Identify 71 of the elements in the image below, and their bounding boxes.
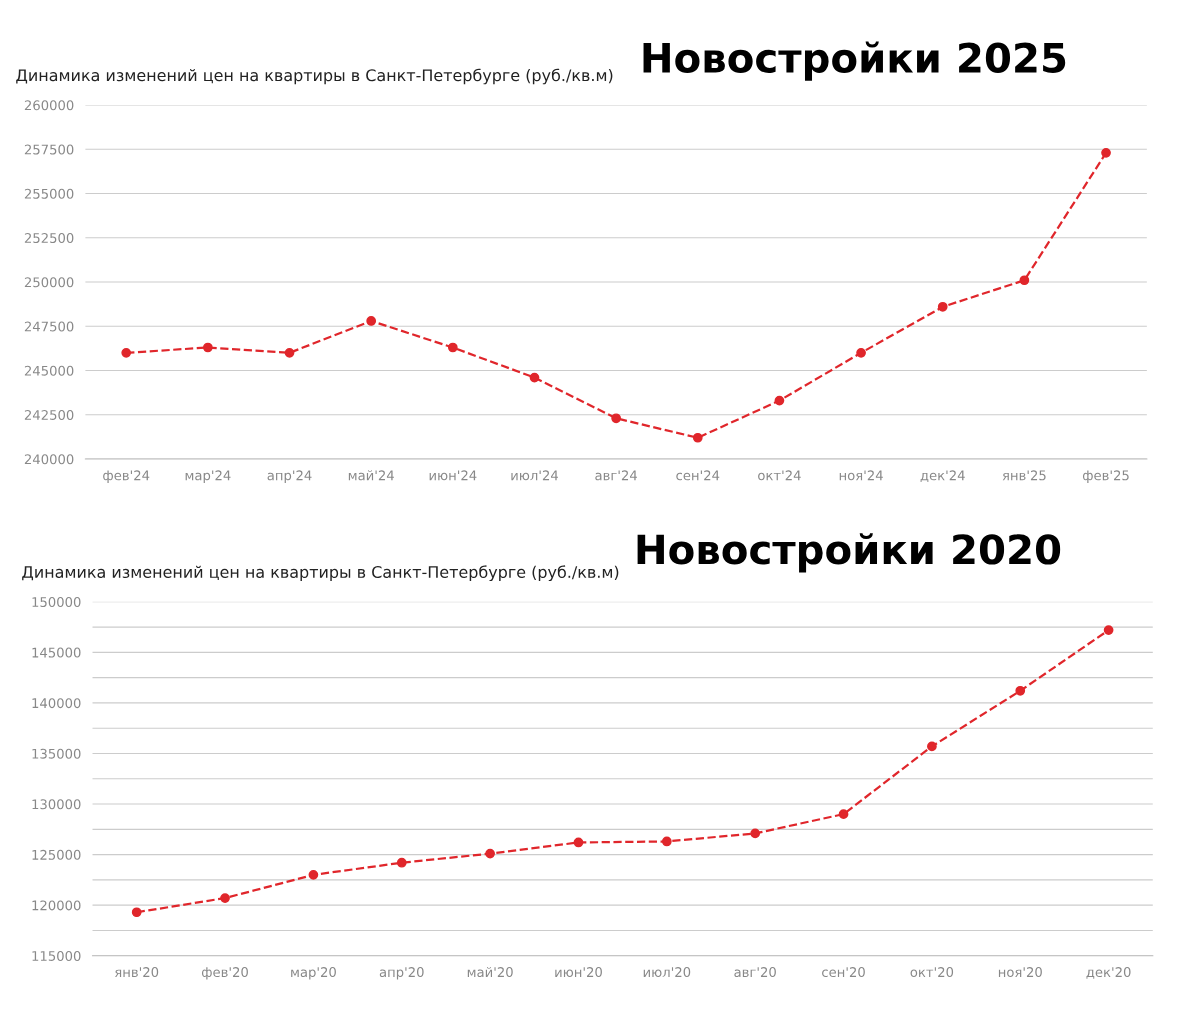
point <box>396 857 407 868</box>
chart-title: Новостройки 2025 <box>643 41 1066 81</box>
x-tick-label: ноя'20 <box>998 967 1042 978</box>
y-tick-label: 245000 <box>24 365 74 376</box>
y-tick-label: 240000 <box>24 454 74 465</box>
point <box>573 837 584 848</box>
x-tick-label: ноя'24 <box>839 470 883 481</box>
point <box>856 347 866 358</box>
y-tick-label: 120000 <box>32 900 81 911</box>
x-tick-label: мар'20 <box>291 967 336 980</box>
y-tick-label: 257500 <box>24 144 74 155</box>
point <box>611 413 621 424</box>
x-tick-label: окт'24 <box>758 470 801 481</box>
x-tick-label: июл'20 <box>643 967 691 978</box>
point <box>366 316 377 326</box>
y-tick-label: 247500 <box>24 321 74 332</box>
y-tick-label: 115000 <box>32 950 81 961</box>
x-tick-label: фев'25 <box>1082 470 1129 483</box>
x-tick-label: июн'20 <box>555 967 602 978</box>
y-tick-label: 242500 <box>24 409 74 420</box>
point <box>485 848 495 859</box>
point <box>203 342 213 353</box>
point <box>692 432 703 443</box>
x-tick-label: дек'24 <box>920 470 965 482</box>
y-tick-label: 250000 <box>24 277 74 288</box>
x-tick-label: май'20 <box>467 966 513 978</box>
x-tick-label: апр'20 <box>379 967 424 980</box>
point <box>927 741 937 752</box>
y-tick-label: 135000 <box>32 748 81 759</box>
y-tick-label: 125000 <box>32 849 81 860</box>
x-tick-label: янв'25 <box>1002 470 1046 481</box>
point <box>774 395 785 406</box>
point <box>750 828 761 839</box>
point <box>308 869 319 880</box>
y-tick-label: 140000 <box>32 698 81 709</box>
x-tick-label: июн'24 <box>429 470 477 481</box>
x-tick-label: апр'24 <box>267 470 312 483</box>
y-tick-label: 255000 <box>24 188 74 199</box>
x-tick-label: сен'20 <box>822 967 865 978</box>
point <box>937 301 948 312</box>
chart-subtitle: Динамика изменений цен на квартиры в Санкт-Петербурге (руб./кв.м) <box>22 565 619 582</box>
y-tick-label: 145000 <box>32 647 81 658</box>
x-tick-label: мар'24 <box>185 470 231 483</box>
point <box>1101 147 1111 158</box>
x-tick-label: янв'20 <box>115 967 159 978</box>
x-tick-label: фев'20 <box>201 967 248 980</box>
point <box>220 893 230 903</box>
x-tick-label: авг'20 <box>734 967 776 978</box>
point <box>1103 625 1114 635</box>
point <box>661 836 672 847</box>
point <box>529 372 540 383</box>
point <box>121 347 132 358</box>
x-tick-label: авг'24 <box>595 470 637 481</box>
point <box>284 347 295 358</box>
x-tick-label: дек'20 <box>1086 967 1131 979</box>
point <box>447 342 458 353</box>
chart-subtitle: Динамика изменений цен на квартиры в Санкт-Петербурге (руб./кв.м) <box>16 68 613 85</box>
point <box>838 809 849 820</box>
point <box>131 907 142 918</box>
x-tick-label: май'24 <box>348 470 394 481</box>
x-tick-label: фев'24 <box>103 470 150 483</box>
point <box>1015 685 1026 696</box>
x-tick-label: сен'24 <box>676 470 720 481</box>
y-tick-label: 150000 <box>32 597 81 607</box>
y-tick-label: 252500 <box>24 233 74 243</box>
x-tick-label: июл'24 <box>511 470 558 481</box>
y-tick-label: 130000 <box>32 799 81 810</box>
chart-title: Новостройки 2020 <box>637 533 1061 573</box>
point <box>1019 275 1030 286</box>
y-tick-label: 260000 <box>24 100 74 111</box>
x-tick-label: окт'20 <box>910 967 954 978</box>
